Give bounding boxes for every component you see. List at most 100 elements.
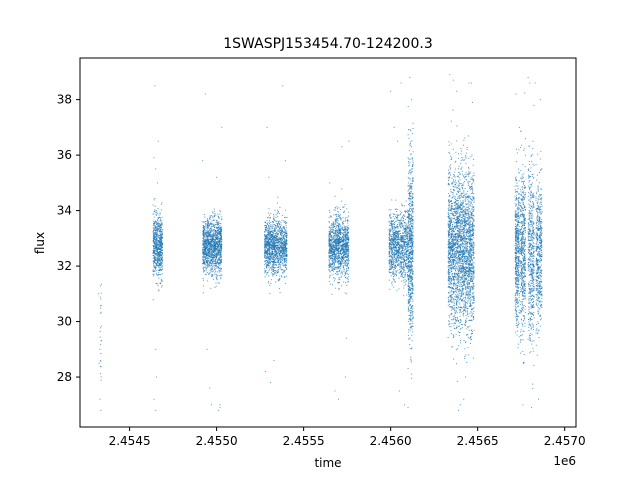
data-point	[336, 216, 338, 218]
data-point	[219, 238, 221, 240]
data-point	[270, 224, 272, 226]
data-point	[343, 237, 345, 239]
data-point	[219, 235, 221, 237]
data-point	[217, 213, 219, 215]
data-point	[276, 261, 278, 263]
data-point	[397, 214, 399, 216]
data-point	[267, 263, 269, 265]
data-point	[217, 239, 219, 241]
data-point	[214, 259, 216, 261]
data-point	[217, 282, 219, 284]
data-point	[152, 204, 154, 206]
data-point	[158, 214, 160, 216]
data-point	[202, 230, 204, 232]
data-point	[346, 270, 348, 272]
data-point	[207, 240, 209, 242]
data-point	[273, 238, 275, 240]
data-point	[337, 231, 339, 233]
data-point	[204, 227, 206, 229]
data-point	[333, 244, 335, 246]
data-point	[394, 246, 396, 248]
data-point	[335, 248, 337, 250]
data-point	[267, 251, 269, 253]
data-point	[218, 266, 220, 268]
data-point	[284, 238, 286, 240]
data-point	[154, 225, 156, 227]
data-point	[332, 223, 334, 225]
data-point	[155, 234, 157, 236]
data-point	[284, 255, 286, 257]
data-point	[217, 241, 219, 243]
data-points	[97, 74, 543, 411]
data-point	[271, 265, 273, 267]
data-point	[206, 240, 208, 242]
data-point	[156, 254, 158, 256]
data-point	[211, 236, 213, 238]
data-point	[153, 229, 155, 231]
data-point	[208, 221, 210, 223]
data-point	[206, 266, 208, 268]
data-point	[266, 217, 268, 219]
data-point	[265, 236, 267, 238]
data-point	[335, 229, 337, 231]
data-point	[209, 243, 211, 245]
data-point	[334, 249, 336, 251]
data-point	[267, 237, 269, 239]
data-point	[161, 254, 163, 256]
data-point	[334, 195, 336, 197]
data-point	[348, 235, 350, 237]
data-point	[156, 251, 158, 253]
data-point	[336, 252, 338, 254]
data-point	[276, 258, 278, 260]
data-point	[396, 244, 398, 246]
data-point	[154, 242, 156, 244]
data-point	[202, 248, 204, 250]
data-point	[329, 237, 331, 239]
data-point	[219, 253, 221, 255]
data-point	[219, 237, 221, 239]
data-point	[160, 286, 162, 288]
data-point	[267, 231, 269, 233]
data-point	[157, 235, 159, 237]
data-point	[337, 255, 339, 257]
data-point	[401, 246, 403, 248]
data-point	[399, 223, 401, 225]
data-point	[161, 237, 163, 239]
data-point	[219, 226, 221, 228]
data-point	[271, 256, 273, 258]
data-point	[215, 285, 217, 287]
data-point	[213, 252, 215, 254]
data-point	[216, 242, 218, 244]
data-point	[203, 259, 205, 261]
data-point	[334, 249, 336, 251]
data-point	[343, 234, 345, 236]
data-point	[208, 255, 210, 257]
data-point	[162, 229, 164, 231]
data-point	[204, 249, 206, 251]
data-point	[334, 261, 336, 263]
data-point	[202, 247, 204, 249]
data-point	[269, 241, 271, 243]
data-point	[155, 263, 157, 265]
data-point	[328, 245, 330, 247]
data-point	[213, 246, 215, 248]
data-point	[335, 255, 337, 257]
data-point	[286, 243, 288, 245]
data-point	[337, 258, 339, 260]
data-point	[275, 274, 277, 276]
data-point	[337, 247, 339, 249]
data-point	[275, 244, 277, 246]
data-point	[281, 243, 283, 245]
data-point	[215, 232, 217, 234]
data-point	[214, 274, 216, 276]
data-point	[267, 262, 269, 264]
data-point	[266, 225, 268, 227]
data-point	[405, 273, 407, 275]
data-point	[284, 234, 286, 236]
data-point	[389, 216, 391, 218]
data-point	[215, 263, 217, 265]
data-point	[336, 267, 338, 269]
data-point	[268, 250, 270, 252]
data-point	[217, 260, 219, 262]
